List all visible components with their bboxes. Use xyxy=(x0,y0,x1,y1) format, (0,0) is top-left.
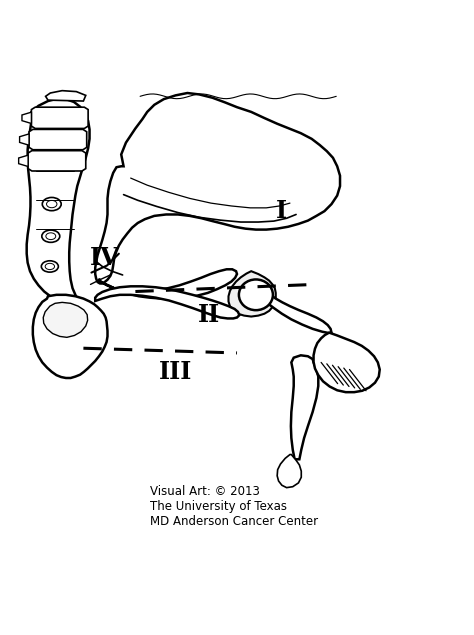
Text: Visual Art: © 2013
The University of Texas
MD Anderson Cancer Center: Visual Art: © 2013 The University of Tex… xyxy=(150,485,318,528)
Polygon shape xyxy=(27,98,90,302)
Polygon shape xyxy=(18,155,28,166)
Text: II: II xyxy=(198,303,220,327)
Polygon shape xyxy=(99,269,237,298)
Polygon shape xyxy=(46,91,86,101)
Text: IV: IV xyxy=(90,246,119,271)
Text: III: III xyxy=(159,360,192,384)
Polygon shape xyxy=(29,130,87,150)
Polygon shape xyxy=(19,134,29,145)
Polygon shape xyxy=(314,333,380,392)
Polygon shape xyxy=(43,302,88,337)
Polygon shape xyxy=(22,112,31,123)
Polygon shape xyxy=(228,271,276,317)
Text: I: I xyxy=(276,199,287,223)
Polygon shape xyxy=(95,286,239,318)
Ellipse shape xyxy=(239,279,273,310)
Polygon shape xyxy=(268,295,331,333)
Polygon shape xyxy=(277,455,301,488)
Polygon shape xyxy=(28,150,86,171)
Polygon shape xyxy=(31,107,88,128)
Polygon shape xyxy=(291,356,318,459)
Polygon shape xyxy=(95,93,340,283)
Polygon shape xyxy=(33,295,108,378)
